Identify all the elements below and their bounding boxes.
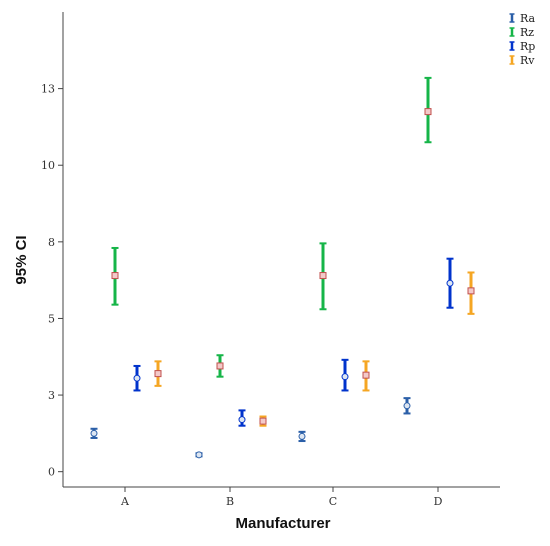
error-bar-rz-b — [216, 354, 224, 378]
x-tick-label: B — [226, 495, 234, 508]
error-bar-rp-a — [133, 364, 141, 392]
mean-marker — [259, 417, 267, 425]
plot-area — [90, 76, 475, 459]
error-bar-rz-a — [111, 246, 119, 306]
y-tick-label: 13 — [41, 83, 55, 96]
error-bar-rp-b — [238, 409, 246, 427]
error-bar-ra-b — [195, 451, 203, 459]
legend-label: Rz — [520, 26, 534, 39]
error-bar-rv-c — [362, 360, 370, 392]
x-axis-title: Manufacturer — [235, 515, 330, 532]
y-tick-label: 5 — [48, 312, 55, 325]
mean-marker — [90, 429, 98, 437]
legend-item-rz: Rz — [509, 26, 534, 39]
legend-item-rv: Rv — [509, 54, 535, 67]
y-tick-label: 0 — [48, 466, 55, 479]
x-tick-label: D — [434, 495, 443, 508]
error-bar-rv-b — [259, 415, 267, 427]
mean-marker — [341, 373, 349, 381]
mean-marker — [216, 362, 224, 370]
legend-label: Ra — [520, 12, 536, 25]
mean-marker — [298, 432, 306, 440]
error-bar-rp-d — [446, 257, 454, 309]
mean-marker — [111, 272, 119, 280]
error-bar-rp-c — [341, 358, 349, 392]
error-bar-ra-c — [298, 430, 306, 443]
mean-marker — [467, 287, 475, 295]
x-tick-label: C — [329, 495, 337, 508]
mean-marker — [133, 374, 141, 382]
mean-marker — [195, 451, 203, 459]
mean-marker — [154, 370, 162, 378]
mean-marker — [319, 272, 327, 280]
mean-marker — [424, 108, 432, 116]
legend-label: Rp — [520, 40, 535, 53]
y-tick-label: 3 — [48, 389, 55, 402]
error-bar-rv-d — [467, 271, 475, 315]
y-tick-label: 10 — [41, 159, 55, 172]
legend-label: Rv — [520, 54, 535, 67]
y-tick-label: 8 — [48, 236, 55, 249]
error-bar-rz-d — [424, 76, 432, 144]
legend-item-ra: Ra — [509, 12, 536, 25]
mean-marker — [362, 371, 370, 379]
mean-marker — [446, 279, 454, 287]
mean-marker — [403, 402, 411, 410]
error-bar-rv-a — [154, 360, 162, 387]
error-bar-ra-a — [90, 427, 98, 439]
legend-item-rp: Rp — [509, 40, 535, 53]
error-bar-ra-d — [403, 397, 411, 415]
x-tick-label: A — [120, 495, 130, 508]
error-bar-rz-c — [319, 242, 327, 311]
axes: 0 3 5 8 10 13 A B C D — [41, 12, 500, 508]
y-axis-title: 95% CI — [13, 235, 30, 284]
mean-marker — [238, 416, 246, 424]
